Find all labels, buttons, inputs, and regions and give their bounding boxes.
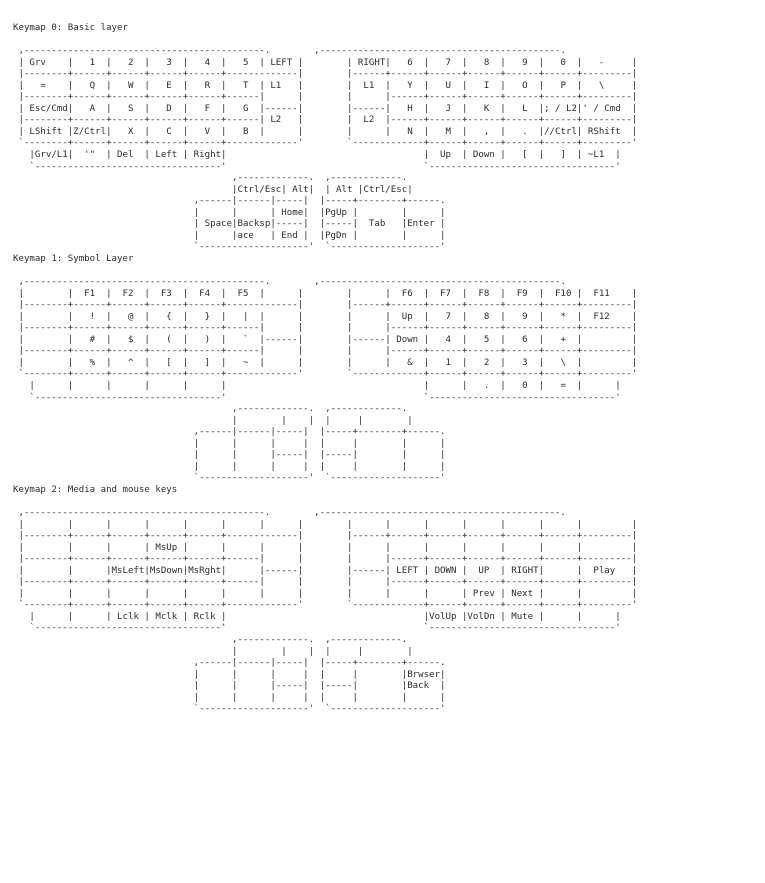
ascii-art-root: Keymap 0: Basic layer ,-----------------… [13, 23, 637, 716]
keymap-0-ascii-art: Keymap 0: Basic layer ,-----------------… [13, 23, 638, 253]
section-keymap-2: Keymap 2: Media and mouse keys ,--------… [13, 485, 637, 716]
keymap-1-ascii-art: Keymap 1: Symbol Layer ,----------------… [13, 253, 638, 484]
keymap-2-ascii-art: Keymap 2: Media and mouse keys ,--------… [13, 484, 638, 715]
section-keymap-1: Keymap 1: Symbol Layer ,----------------… [13, 254, 637, 485]
section-keymap-0: Keymap 0: Basic layer ,-----------------… [13, 23, 637, 254]
